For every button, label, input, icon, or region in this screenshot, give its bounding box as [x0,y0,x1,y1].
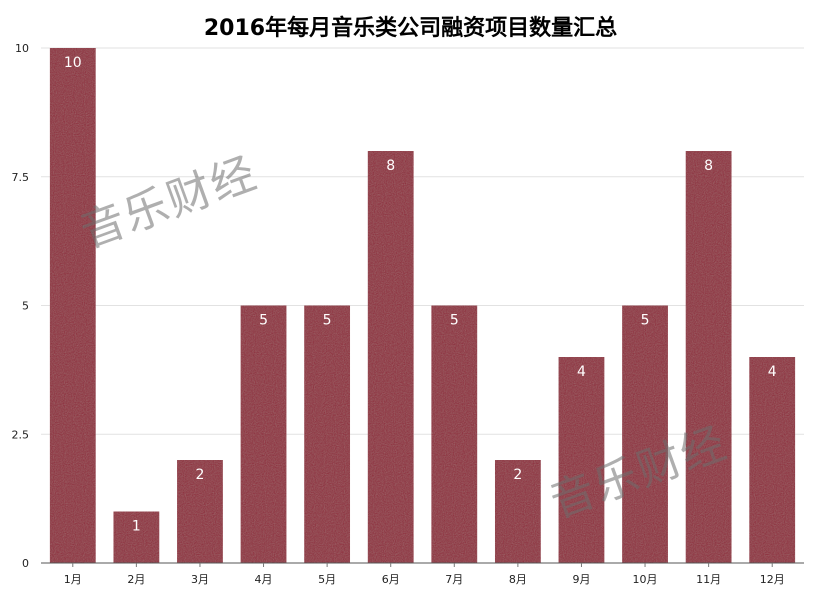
x-tick-label: 4月 [255,573,273,586]
y-tick-label: 5 [22,300,29,313]
data-label: 5 [323,313,332,329]
y-tick-label: 10 [15,42,29,55]
bar [304,305,351,563]
bar [113,511,160,563]
x-tick-label: 10月 [633,573,658,586]
bar [622,305,668,563]
x-tick-label: 6月 [382,573,400,586]
bar [177,460,223,563]
x-tick-label: 12月 [760,573,785,586]
data-label: 10 [64,55,82,71]
data-label: 5 [641,313,650,329]
bar [240,305,287,563]
bar [431,305,478,563]
data-label: 5 [450,313,459,329]
data-label: 2 [195,467,204,483]
x-tick-label: 2月 [127,573,145,586]
x-tick-label: 8月 [509,573,527,586]
x-tick-label: 11月 [696,573,721,586]
x-tick-label: 5月 [318,573,336,586]
data-label: 8 [704,158,713,174]
data-label: 5 [259,313,268,329]
x-tick-label: 3月 [191,573,209,586]
bar [749,357,796,563]
x-tick-label: 9月 [572,573,590,586]
y-tick-label: 7.5 [12,171,30,184]
x-tick-label: 1月 [64,573,82,586]
bar [367,151,414,563]
chart-title: 2016年每月音乐类公司融资项目数量汇总 [203,16,618,41]
bar [558,357,605,563]
data-label: 4 [577,364,586,380]
bar [494,460,541,563]
data-label: 1 [132,519,141,535]
x-tick-label: 7月 [445,573,463,586]
data-label: 8 [386,158,395,174]
bar [685,151,732,563]
y-tick-label: 2.5 [12,428,30,441]
bar [49,48,96,563]
y-tick-label: 0 [22,557,29,570]
data-label: 2 [513,467,522,483]
data-label: 4 [768,364,777,380]
